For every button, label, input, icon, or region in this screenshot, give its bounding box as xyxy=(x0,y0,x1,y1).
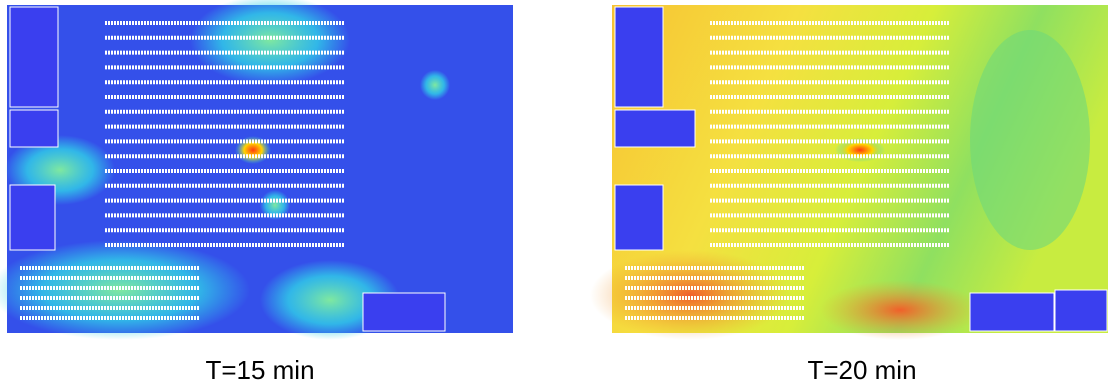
hot-region xyxy=(820,280,980,340)
panel-right xyxy=(590,5,1108,340)
panel-label: T=15 min xyxy=(205,355,314,385)
cool-region xyxy=(970,30,1090,250)
block xyxy=(10,185,55,250)
block xyxy=(615,110,695,147)
block xyxy=(970,293,1054,331)
block xyxy=(1055,290,1107,331)
block xyxy=(10,7,58,107)
block xyxy=(615,7,663,107)
panel-label: T=20 min xyxy=(807,355,916,385)
hot-region xyxy=(590,250,790,340)
panel-left xyxy=(0,0,513,340)
block xyxy=(615,185,663,250)
figure: T=15 min T=20 min xyxy=(0,0,1112,391)
block xyxy=(363,293,445,331)
block xyxy=(10,110,58,147)
plume xyxy=(420,70,450,100)
